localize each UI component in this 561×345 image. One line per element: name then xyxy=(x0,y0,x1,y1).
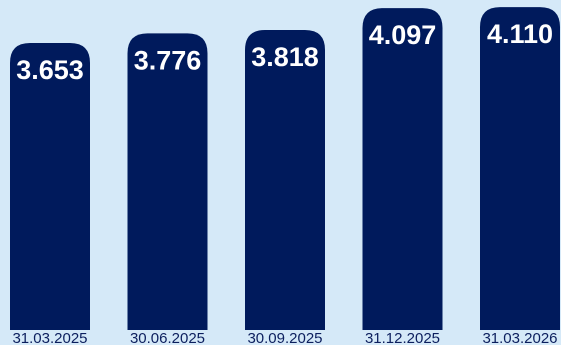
bar-31.12.2025 xyxy=(362,8,443,330)
bar-30.09.2025 xyxy=(245,30,325,331)
bar-value-label: 4.110 xyxy=(487,19,553,49)
bar-value-label: 3.776 xyxy=(134,45,202,75)
bar-value-label: 3.818 xyxy=(251,42,319,72)
bar-31.03.2026 xyxy=(480,7,560,330)
x-tick-label: 31.03.2025 xyxy=(12,330,87,345)
bar-31.03.2025 xyxy=(10,42,90,330)
x-tick-label: 31.03.2026 xyxy=(482,330,557,345)
x-tick-label: 31.12.2025 xyxy=(365,330,440,345)
bar-value-label: 3.653 xyxy=(16,55,84,85)
x-tick-label: 30.09.2025 xyxy=(247,330,322,345)
bar-value-label: 4.097 xyxy=(369,20,437,50)
bar-30.06.2025 xyxy=(127,33,208,331)
x-tick-label: 30.06.2025 xyxy=(130,330,205,345)
